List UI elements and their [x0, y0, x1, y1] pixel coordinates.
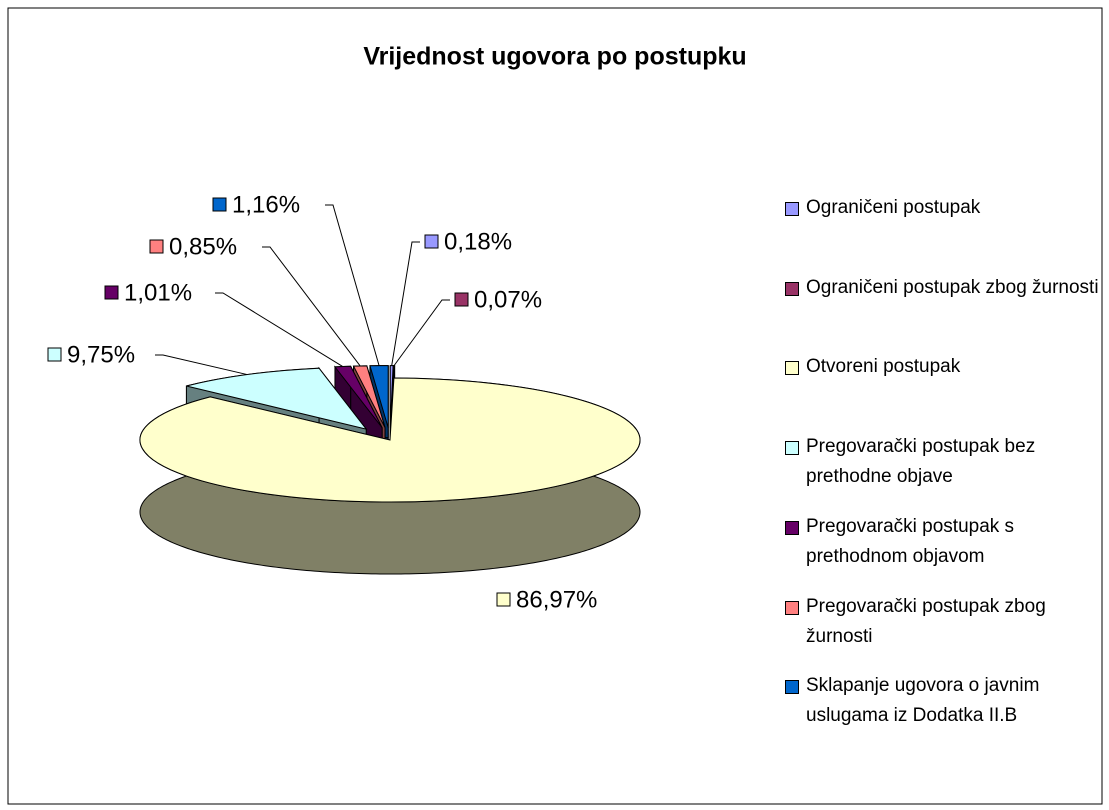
- legend-swatch: [785, 520, 799, 535]
- legend-label: Ograničeni postupak: [806, 197, 981, 218]
- legend-label: Pregovarački postupak bez prethodne obja…: [806, 436, 1036, 488]
- legend-swatch: [785, 361, 799, 376]
- leader-line: [215, 292, 344, 367]
- legend-item: Ograničeni postupak zbog žurnosti: [785, 273, 1103, 303]
- legend-swatch: [785, 600, 799, 615]
- data-label: 1,01%: [124, 279, 192, 306]
- data-label: 1,16%: [232, 191, 300, 218]
- leader-line: [262, 246, 361, 367]
- legend-swatch: [785, 680, 799, 695]
- label-swatch: [104, 285, 119, 300]
- label-swatch: [424, 234, 439, 249]
- label-swatch: [47, 347, 62, 362]
- legend-label: Pregovarački postupak s prethodnom objav…: [806, 515, 1015, 567]
- data-label: 0,07%: [474, 286, 542, 313]
- legend-item: Pregovarački postupak bez prethodne obja…: [785, 432, 1103, 492]
- legend-label: Otvoreni postupak: [806, 356, 961, 378]
- legend-label: Sklapanje ugovora o javnim uslugama iz D…: [806, 675, 1040, 727]
- chart-title: Vrijednost ugovora po postupku: [363, 43, 746, 71]
- legend-item: Ograničeni postupak: [785, 193, 1103, 223]
- data-label: 86,97%: [516, 586, 597, 613]
- leader-line: [393, 299, 450, 366]
- label-swatch: [454, 292, 469, 307]
- label-swatch: [212, 197, 227, 212]
- slice-top: [139, 377, 641, 503]
- label-swatch: [149, 239, 164, 254]
- label-swatch: [496, 592, 511, 607]
- leader-line: [391, 241, 420, 366]
- leader-line: [325, 204, 380, 366]
- legend-item: Pregovarački postupak zbog žurnosti: [785, 592, 1103, 652]
- leader-line: [155, 354, 248, 376]
- legend-item: Otvoreni postupak: [785, 352, 1103, 382]
- slice-top: [186, 367, 368, 430]
- data-label: 9,75%: [67, 341, 135, 368]
- legend-label: Pregovarački postupak zbog žurnosti: [806, 595, 1046, 647]
- legend-swatch: [785, 202, 799, 216]
- legend-label: Ograničeni postupak zbog žurnosti: [806, 276, 1099, 298]
- legend-swatch: [785, 441, 799, 456]
- slice: [139, 377, 641, 575]
- legend-item: Pregovarački postupak s prethodnom objav…: [785, 512, 1103, 572]
- legend-swatch: [785, 281, 799, 296]
- data-label: 0,18%: [444, 228, 512, 255]
- legend-item: Sklapanje ugovora o javnim uslugama iz D…: [785, 671, 1103, 731]
- data-label: 0,85%: [169, 233, 237, 260]
- slice-top: [352, 365, 386, 428]
